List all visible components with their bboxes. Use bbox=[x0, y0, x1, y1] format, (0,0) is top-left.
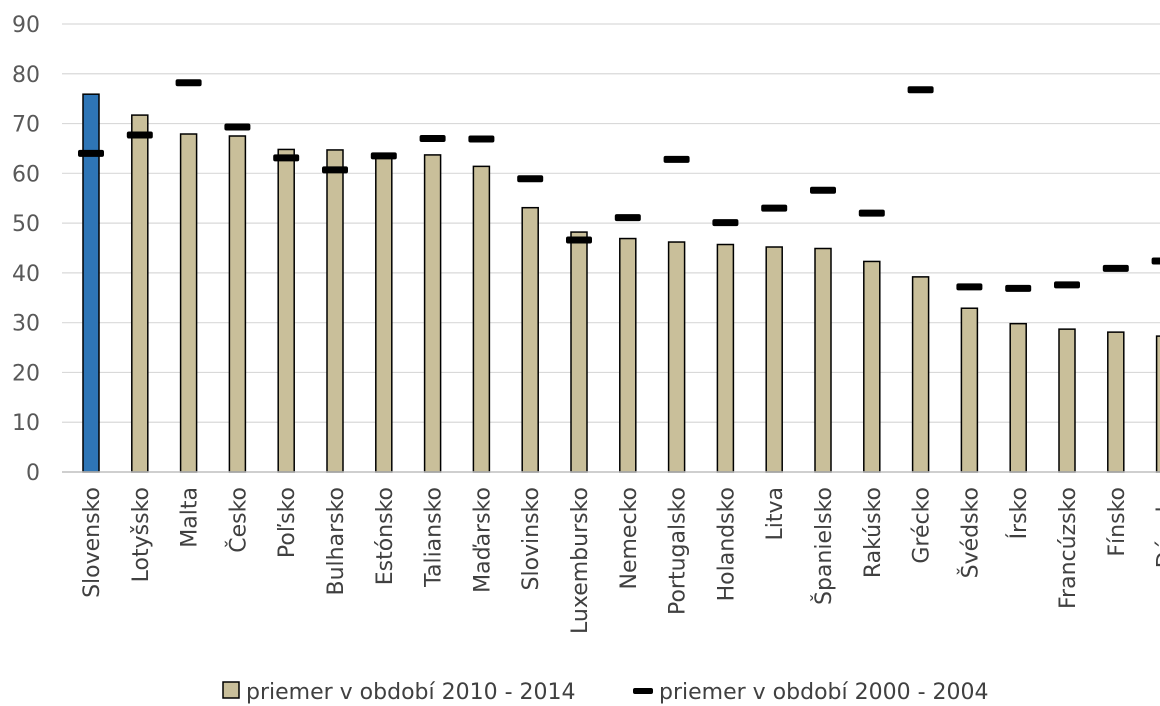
category-label-2: Malta bbox=[178, 487, 203, 548]
marker-0 bbox=[78, 149, 104, 157]
category-label-4: Poľsko bbox=[275, 487, 300, 558]
category-label-6: Estónsko bbox=[373, 487, 398, 585]
marker-3 bbox=[224, 123, 251, 131]
y-tick-label-50: 50 bbox=[12, 212, 40, 237]
category-label-3: Česko bbox=[225, 487, 251, 553]
legend-swatch-bar bbox=[222, 681, 240, 699]
category-label-16: Rakúsko bbox=[861, 487, 886, 578]
y-tick-label-20: 20 bbox=[12, 361, 40, 386]
bar-12 bbox=[667, 241, 686, 473]
markers-series-2000-2004 bbox=[78, 79, 1160, 292]
legend-label-2010-2014: priemer v období 2010 - 2014 bbox=[246, 680, 576, 705]
category-label-19: Írsko bbox=[1006, 487, 1032, 539]
bar-16 bbox=[863, 260, 881, 473]
category-label-9: Slovinsko bbox=[519, 487, 544, 591]
bar-7 bbox=[423, 154, 442, 473]
category-label-8: Maďarsko bbox=[470, 487, 495, 593]
category-label-21: Fínsko bbox=[1105, 487, 1130, 557]
category-label-12: Portugalsko bbox=[666, 487, 691, 615]
y-tick-label-70: 70 bbox=[12, 113, 40, 138]
bar-11 bbox=[619, 237, 637, 473]
marker-16 bbox=[858, 209, 885, 217]
marker-2 bbox=[175, 79, 202, 87]
marker-5 bbox=[322, 166, 348, 174]
category-label-0: Slovensko bbox=[80, 487, 105, 598]
bar-21 bbox=[1107, 331, 1125, 473]
y-tick-label-40: 40 bbox=[12, 262, 40, 287]
marker-17 bbox=[907, 86, 934, 94]
bar-18 bbox=[960, 307, 979, 473]
category-label-10: Luxembursko bbox=[568, 487, 593, 634]
marker-14 bbox=[761, 204, 788, 212]
category-label-15: Španielsko bbox=[811, 487, 837, 605]
marker-18 bbox=[956, 283, 983, 291]
marker-20 bbox=[1054, 281, 1080, 289]
marker-9 bbox=[517, 175, 544, 183]
legend-swatch-marker bbox=[633, 688, 653, 694]
marker-13 bbox=[712, 219, 739, 227]
legend-label-2000-2004: priemer v období 2000 - 2004 bbox=[659, 680, 989, 705]
y-tick-label-90: 90 bbox=[12, 13, 40, 38]
bar-13 bbox=[716, 243, 735, 473]
bar-4 bbox=[277, 148, 295, 473]
y-tick-label-60: 60 bbox=[12, 162, 40, 187]
y-axis-tick-labels: 0 10 20 30 40 50 60 70 80 90 bbox=[12, 13, 40, 486]
bar-14 bbox=[765, 246, 783, 473]
bar-15 bbox=[814, 247, 832, 473]
marker-11 bbox=[614, 214, 641, 222]
category-label-13: Holandsko bbox=[714, 487, 739, 601]
marker-7 bbox=[419, 134, 446, 142]
category-label-17: Grécko bbox=[910, 487, 935, 564]
bar-10 bbox=[570, 231, 588, 473]
y-tick-label-0: 0 bbox=[26, 461, 40, 486]
bar-1 bbox=[131, 114, 149, 473]
category-label-7: Taliansko bbox=[422, 487, 447, 588]
category-label-18: Švédsko bbox=[957, 487, 983, 578]
category-label-20: Francúzsko bbox=[1056, 487, 1081, 609]
bar-2 bbox=[179, 133, 198, 473]
category-label-14: Litva bbox=[763, 487, 788, 541]
bar-5 bbox=[326, 149, 344, 473]
bar-17 bbox=[911, 276, 930, 473]
y-tick-label-10: 10 bbox=[12, 411, 40, 436]
bars-series-2010-2014 bbox=[82, 93, 1160, 473]
marker-10 bbox=[566, 236, 592, 244]
category-label-1: Lotyšsko bbox=[129, 487, 154, 582]
marker-19 bbox=[1005, 284, 1032, 292]
bar-19 bbox=[1009, 322, 1027, 473]
category-label-22: Dánsko bbox=[1154, 487, 1160, 568]
bar-20 bbox=[1058, 328, 1076, 473]
marker-4 bbox=[273, 154, 300, 162]
marker-22 bbox=[1151, 257, 1160, 265]
bar-9 bbox=[521, 206, 539, 473]
bar-8 bbox=[472, 165, 491, 473]
marker-8 bbox=[468, 135, 495, 143]
bar-22 bbox=[1155, 335, 1160, 473]
marker-21 bbox=[1102, 264, 1129, 272]
marker-1 bbox=[126, 131, 153, 139]
category-label-11: Nemecko bbox=[617, 487, 642, 589]
marker-12 bbox=[663, 155, 690, 163]
marker-6 bbox=[370, 152, 397, 160]
bar-3 bbox=[228, 135, 247, 473]
category-label-5: Bulharsko bbox=[324, 487, 349, 596]
legend: priemer v období 2010 - 2014 priemer v o… bbox=[222, 680, 989, 705]
x-axis-category-labels: Slovensko Lotyšsko Malta Česko Poľsko Bulhars… bbox=[80, 487, 1160, 634]
bar-6 bbox=[375, 153, 393, 473]
marker-15 bbox=[810, 186, 836, 194]
y-tick-label-30: 30 bbox=[12, 312, 40, 337]
y-tick-label-80: 80 bbox=[12, 63, 40, 88]
grid-lines bbox=[62, 23, 1160, 423]
